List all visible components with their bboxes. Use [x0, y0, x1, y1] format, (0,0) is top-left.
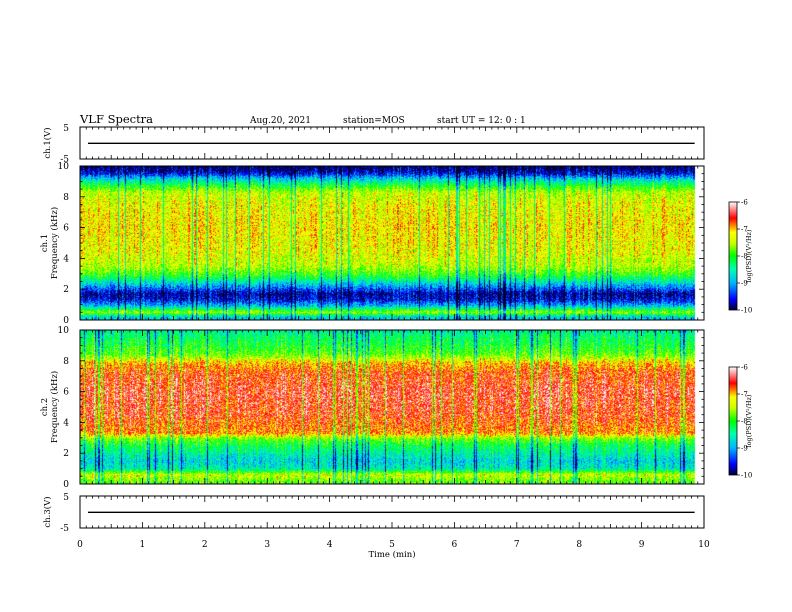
ch1-colorbar: -6 -7 -8 -9 -10 log(PSD)(V²/Hz) [728, 199, 753, 315]
figure-title: VLF Spectra [79, 112, 153, 126]
ch1-colorbar-ticks: -6 -7 -8 -9 -10 [737, 199, 752, 315]
ch1-ytick-bottom: -5 [60, 155, 69, 165]
colorbar-tick-label: -6 [741, 199, 748, 207]
colorbar-tick-label: -10 [741, 472, 752, 480]
ch1-colorbar-gradient [728, 201, 738, 311]
ch2-colorbar-gradient [728, 366, 738, 476]
ch1-channel-label: ch.1 [40, 234, 50, 252]
header-station: station=MOS [343, 116, 405, 126]
colorbar-tick-label: -9 [741, 445, 748, 453]
ch2-channel-label: ch.2 [40, 398, 50, 416]
frequency-tick-label: 2 [63, 285, 69, 295]
time-tick-label: 0 [77, 540, 83, 550]
frequency-tick-label: 6 [63, 224, 69, 234]
time-tick-label: 6 [452, 540, 458, 550]
ch2-colorbar-label: log(PSD)(V²/Hz) [745, 394, 753, 447]
frequency-tick-label: 8 [63, 193, 69, 203]
time-tick-label: 8 [576, 540, 582, 550]
frequency-tick-label: 0 [63, 316, 69, 326]
header-start-ut: start UT = 12: 0 : 1 [437, 116, 526, 126]
frequency-tick-label: 10 [58, 162, 70, 172]
ch1-frequency-ticks: 0 2 4 6 8 10 [58, 162, 704, 326]
frequency-tick-label: 2 [63, 449, 69, 459]
time-tick-label: 1 [140, 540, 146, 550]
frequency-tick-label: 10 [58, 326, 70, 336]
ch2-colorbar: -6 -7 -8 -9 -10 log(PSD)(V²/Hz) [728, 364, 753, 480]
ch1-colorbar-label: log(PSD)(V²/Hz) [745, 229, 753, 282]
ch2-spectrogram-panel [80, 330, 704, 484]
time-tick-label: 4 [327, 540, 333, 550]
time-tick-label: 3 [264, 540, 270, 550]
time-tick-marks [79, 127, 705, 528]
time-axis-ticks: 0 1 2 3 4 5 6 7 8 9 10 [77, 540, 710, 550]
frequency-tick-label: 8 [63, 357, 69, 367]
colorbar-tick-label: -9 [741, 280, 748, 288]
time-tick-label: 2 [202, 540, 208, 550]
time-axis-label: Time (min) [368, 549, 415, 560]
time-tick-label: 5 [389, 540, 395, 550]
ch1-ytick-top: 5 [63, 124, 69, 134]
colorbar-tick-label: -6 [741, 364, 748, 372]
frequency-tick-label: 6 [63, 388, 69, 398]
frequency-tick-label: 0 [63, 480, 69, 490]
ch2-colorbar-ticks: -6 -7 -8 -9 -10 [737, 364, 752, 480]
time-tick-label: 10 [698, 540, 710, 550]
ch1-frequency-ylabel: Frequency (kHz) [49, 207, 60, 279]
ch3-ytick-bottom: -5 [60, 524, 69, 534]
time-tick-label: 9 [639, 540, 645, 550]
colorbar-tick-label: -8 [741, 418, 748, 426]
frequency-tick-label: 4 [63, 254, 69, 264]
ch2-frequency-ylabel: Frequency (kHz) [49, 371, 60, 443]
ch1-spectrogram-panel [80, 166, 704, 320]
ch1-waveform-ylabel: ch.1(V) [42, 127, 53, 158]
frequency-tick-label: 4 [63, 418, 69, 428]
colorbar-tick-label: -7 [741, 391, 748, 399]
time-tick-label: 7 [514, 540, 520, 550]
ch2-frequency-ticks: 0 2 4 6 8 10 [58, 326, 704, 490]
colorbar-tick-label: -7 [741, 226, 748, 234]
colorbar-tick-label: -8 [741, 253, 748, 261]
header-date: Aug.20, 2021 [249, 116, 311, 126]
ch2-spectrogram-image [80, 330, 704, 484]
ch3-ytick-top: 5 [63, 493, 69, 503]
ch1-spectrogram-image [80, 166, 704, 320]
ch3-waveform-ylabel: ch.3(V) [42, 496, 53, 527]
colorbar-tick-label: -10 [741, 307, 752, 315]
